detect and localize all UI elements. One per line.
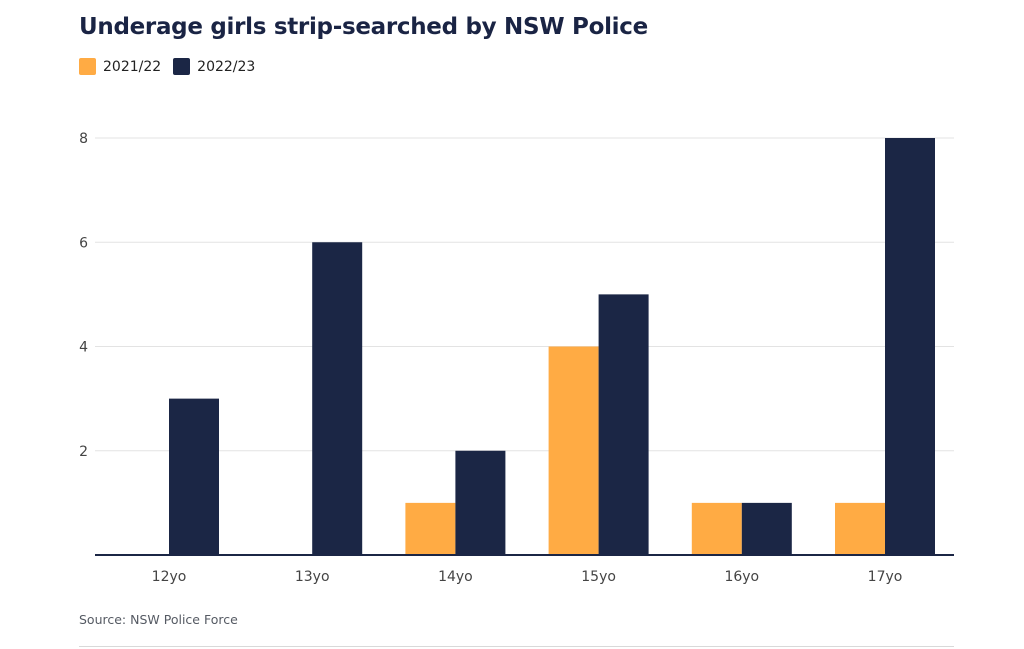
- bar: [691, 502, 742, 555]
- bar: [312, 242, 363, 555]
- y-tick-label: 2: [79, 444, 88, 460]
- bar: [455, 450, 506, 555]
- y-tick-label: 8: [79, 131, 88, 147]
- bar: [548, 346, 599, 555]
- bar: [405, 502, 456, 555]
- x-tick-label: 13yo: [295, 569, 330, 585]
- bar-chart: 2 4 6 8 12yo 13yo 14yo 15yo 16yo 17yo: [79, 131, 954, 585]
- legend: 2021/22 2022/23: [79, 58, 267, 75]
- y-tick-label: 4: [79, 340, 88, 356]
- legend-label-2021-22: 2021/22: [103, 58, 162, 75]
- legend-swatch-2021-22: [79, 58, 96, 75]
- x-tick-label: 12yo: [152, 569, 187, 585]
- x-tick-label: 17yo: [868, 569, 903, 585]
- legend-item-2021-22: 2021/22: [79, 58, 161, 75]
- source-note: Source: NSW Police Force: [79, 612, 238, 627]
- bar: [598, 294, 649, 555]
- y-tick-label: 6: [79, 235, 88, 251]
- bar: [835, 502, 885, 555]
- legend-item-2022-23: 2022/23: [173, 58, 255, 75]
- x-tick-label: 15yo: [581, 569, 616, 585]
- chart-title: Underage girls strip-searched by NSW Pol…: [79, 14, 648, 40]
- legend-swatch-2022-23: [173, 58, 191, 75]
- x-tick-label: 14yo: [438, 569, 473, 585]
- bar: [169, 398, 219, 555]
- x-tick-label: 16yo: [724, 569, 759, 585]
- footer-divider: [79, 646, 954, 647]
- legend-label-2022-23: 2022/23: [197, 58, 256, 75]
- bar: [741, 502, 792, 555]
- bar: [885, 138, 935, 555]
